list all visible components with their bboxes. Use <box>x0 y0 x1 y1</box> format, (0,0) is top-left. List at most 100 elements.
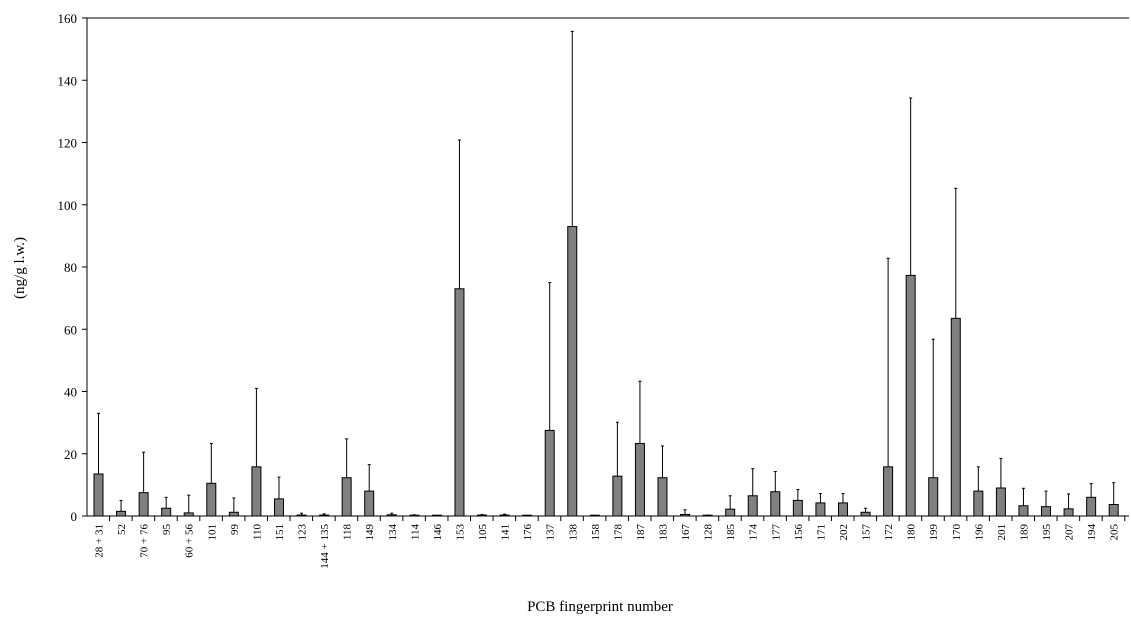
bar <box>251 466 262 517</box>
y-tick-label: 20 <box>64 447 77 462</box>
category-label: 174 <box>748 524 760 541</box>
bar <box>837 502 848 517</box>
category-label: 180 <box>906 524 918 541</box>
bar <box>589 514 600 517</box>
category-label: 199 <box>928 524 940 541</box>
bar <box>770 491 781 517</box>
bar <box>364 490 375 517</box>
bar <box>905 274 916 517</box>
bar <box>680 513 691 517</box>
category-label: 123 <box>297 524 309 541</box>
category-label: 156 <box>793 524 805 541</box>
bar <box>657 477 668 517</box>
y-tick-label: 40 <box>64 385 77 400</box>
category-label: 101 <box>206 524 218 541</box>
category-label: 134 <box>387 524 399 541</box>
bar <box>409 514 420 517</box>
category-label: 178 <box>612 524 624 541</box>
y-tick-label: 0 <box>71 509 78 524</box>
y-tick-label: 100 <box>58 198 78 213</box>
category-label: 70 + 76 <box>139 524 151 558</box>
category-label: 149 <box>364 524 376 541</box>
category-label: 185 <box>725 524 737 541</box>
category-label: 144 + 135 <box>319 524 331 569</box>
category-label: 110 <box>251 524 263 541</box>
bar <box>612 475 623 517</box>
bar <box>747 495 758 517</box>
category-label: 195 <box>1041 524 1053 541</box>
bar <box>567 226 578 517</box>
category-label: 158 <box>590 524 602 541</box>
category-label: 118 <box>342 524 354 541</box>
y-tick-label: 120 <box>58 136 78 151</box>
y-tick-label: 80 <box>64 260 77 275</box>
bar <box>1108 503 1119 517</box>
category-label: 105 <box>477 524 489 541</box>
category-label: 157 <box>861 524 873 541</box>
category-label: 153 <box>454 524 466 541</box>
category-label: 146 <box>432 524 444 541</box>
bar <box>228 511 239 517</box>
bar <box>995 487 1006 517</box>
category-label: 187 <box>635 524 647 541</box>
bar <box>477 514 488 517</box>
bar <box>183 512 194 517</box>
bar <box>161 507 172 517</box>
category-label: 202 <box>838 524 850 541</box>
bar <box>386 514 397 517</box>
bar <box>928 477 939 517</box>
bar <box>319 514 330 517</box>
y-tick-label: 60 <box>64 322 77 337</box>
bar <box>792 499 803 517</box>
bar <box>1041 506 1052 517</box>
category-label: 95 <box>161 524 173 536</box>
bar <box>860 511 871 517</box>
category-label: 137 <box>545 524 557 541</box>
bar <box>973 490 984 517</box>
category-label: 99 <box>229 524 241 536</box>
y-tick-label: 160 <box>58 11 78 26</box>
category-label: 172 <box>883 524 895 541</box>
bar <box>138 492 149 517</box>
category-label: 177 <box>770 524 782 541</box>
bar <box>544 429 555 517</box>
bar <box>815 502 826 517</box>
category-label: 138 <box>567 524 579 541</box>
bar <box>93 473 104 517</box>
category-label: 170 <box>951 524 963 541</box>
bar <box>273 498 284 517</box>
bar <box>206 482 217 517</box>
plot-area: 0 20 40 60 80 100 120 140 160 28 + 31 52 70 + 76 95 6… <box>58 11 1129 569</box>
category-label: 183 <box>658 524 670 541</box>
category-label: 114 <box>409 524 421 541</box>
bar <box>950 317 961 517</box>
category-label: 28 + 31 <box>94 524 106 558</box>
bar <box>341 477 352 517</box>
category-label: 141 <box>500 524 512 541</box>
bar <box>499 514 510 517</box>
category-label: 205 <box>1109 524 1121 541</box>
category-label: 189 <box>1018 524 1030 541</box>
bar <box>1063 508 1074 517</box>
bar <box>116 510 127 517</box>
category-label: 128 <box>703 524 715 541</box>
category-label: 201 <box>996 524 1008 541</box>
bar <box>296 514 307 517</box>
bar <box>1018 505 1029 517</box>
bar <box>702 514 713 517</box>
bar <box>522 514 533 517</box>
x-axis-title: PCB fingerprint number <box>527 599 673 615</box>
bar <box>725 508 736 517</box>
bar <box>1086 496 1097 517</box>
category-label: 194 <box>1086 524 1098 541</box>
y-axis-title: (ng/g l.w.) <box>12 237 28 299</box>
bar <box>883 466 894 517</box>
category-label: 196 <box>973 524 985 541</box>
category-label: 176 <box>522 524 534 541</box>
category-label: 60 + 56 <box>184 524 196 558</box>
bar <box>634 442 645 517</box>
category-label: 52 <box>116 524 128 535</box>
category-label: 171 <box>815 524 827 541</box>
category-label: 167 <box>680 524 692 541</box>
